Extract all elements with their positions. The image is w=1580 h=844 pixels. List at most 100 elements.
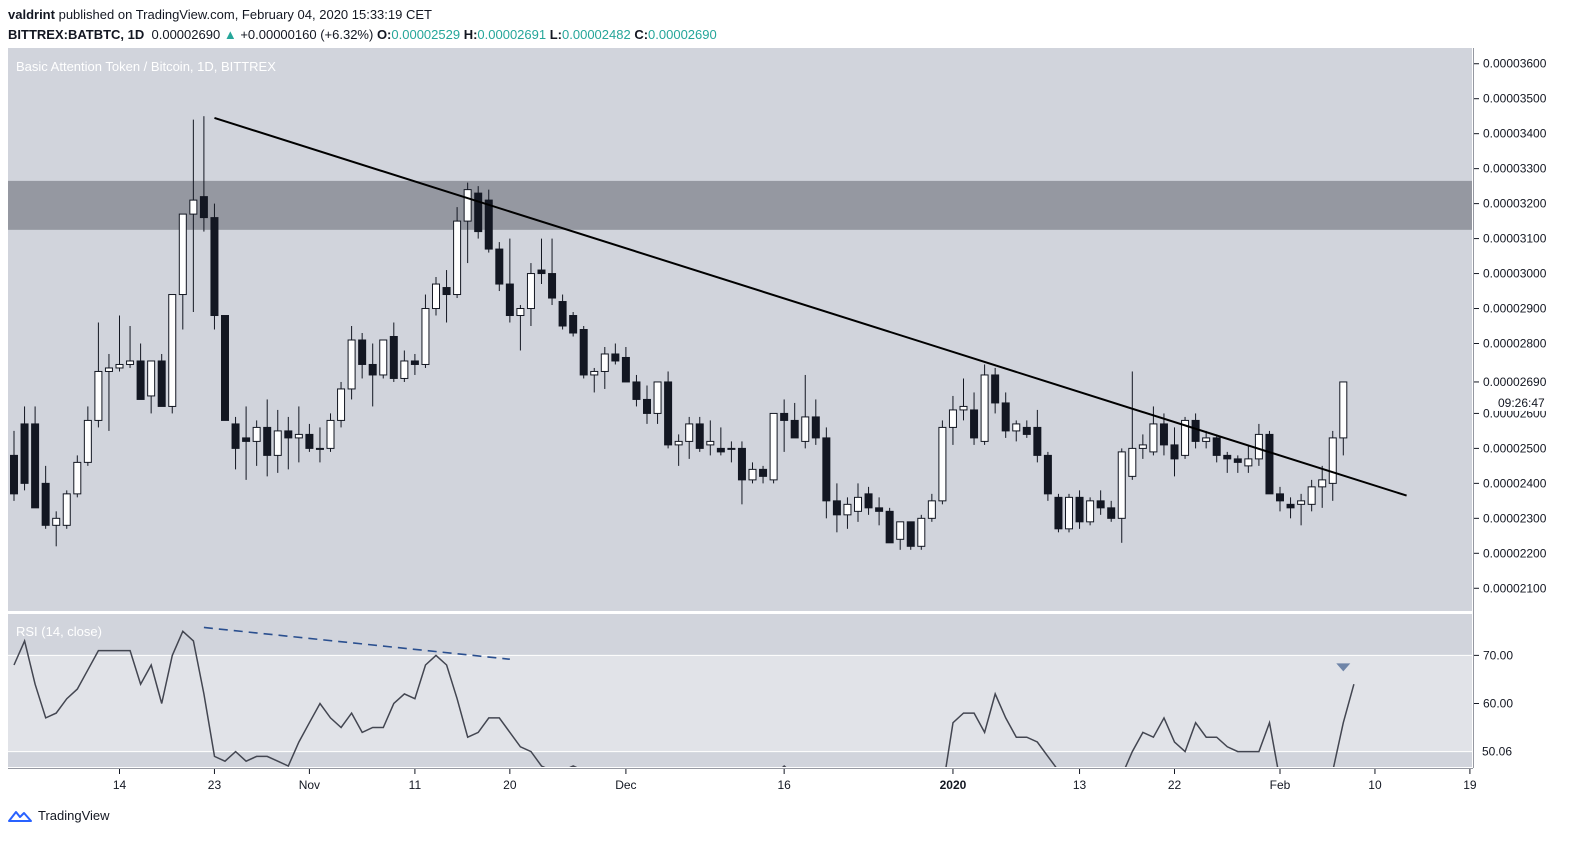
candle xyxy=(906,521,915,550)
candle-body xyxy=(41,482,50,526)
candle-body xyxy=(748,468,757,481)
countdown-label: 09:26:47 xyxy=(1498,396,1545,410)
candle-body xyxy=(1191,419,1200,442)
candle xyxy=(621,346,630,383)
trendline[interactable] xyxy=(214,116,1407,497)
brand-name[interactable]: TradingView xyxy=(38,808,110,823)
candle xyxy=(1339,381,1348,456)
rsi-band xyxy=(8,655,1472,752)
time-tick-label: 19 xyxy=(1463,778,1477,792)
candle-body xyxy=(832,500,841,516)
candle-body xyxy=(759,468,768,477)
price-tick-label: 0.00003300 xyxy=(1483,162,1547,176)
candle-body xyxy=(906,521,915,547)
candle xyxy=(716,427,725,456)
candle-body xyxy=(1086,500,1095,523)
open-label: O: xyxy=(376,27,392,42)
candle xyxy=(706,420,715,456)
candle-body xyxy=(1223,454,1232,460)
candle xyxy=(938,420,947,505)
candle xyxy=(326,413,335,452)
candle-body xyxy=(632,381,641,400)
candle xyxy=(1159,413,1168,456)
rsi-signal-marker xyxy=(1336,663,1351,672)
candle xyxy=(1170,427,1179,477)
time-tick-label: 13 xyxy=(1073,778,1087,792)
candle xyxy=(400,350,409,382)
candle xyxy=(569,312,578,337)
time-tick-label: 22 xyxy=(1168,778,1182,792)
rsi-axis[interactable]: 70.00 60.00 xyxy=(1474,648,1513,710)
candle xyxy=(410,353,419,375)
rsi-divergence-line[interactable] xyxy=(203,626,510,661)
candle xyxy=(1012,420,1021,442)
candle-body xyxy=(611,353,620,362)
candle-body xyxy=(843,503,852,516)
candle-body xyxy=(263,426,272,456)
close-value: 0.00002690 xyxy=(648,27,717,42)
candle xyxy=(83,406,92,466)
rsi-last-marker: 50.06 xyxy=(1476,743,1526,760)
price-tick-label: 0.00002200 xyxy=(1483,546,1547,560)
candle-body xyxy=(315,447,324,450)
rsi-tick-label: 60.00 xyxy=(1483,696,1513,710)
candle-body xyxy=(727,447,736,450)
candle-body xyxy=(1202,437,1211,442)
candle-body xyxy=(368,363,377,376)
candle xyxy=(643,385,651,424)
candle-body xyxy=(442,287,451,296)
candle xyxy=(1065,493,1073,533)
candle-body xyxy=(294,433,303,439)
candle-body xyxy=(864,493,873,509)
publisher-name[interactable]: valdrint xyxy=(8,7,55,22)
candle xyxy=(780,399,789,452)
candle-body xyxy=(189,199,198,215)
candle-body xyxy=(337,388,346,421)
candle xyxy=(41,465,50,529)
candle-body xyxy=(1244,458,1253,467)
candle-body xyxy=(94,370,103,421)
published-text: published on TradingView.com, February 0… xyxy=(58,7,432,22)
candle xyxy=(1001,392,1010,438)
candle xyxy=(442,270,451,323)
price-axis[interactable]: 0.00003600 0.00003500 0.00003400 0.00003300… xyxy=(1474,57,1547,596)
price-tick-label: 0.00002100 xyxy=(1483,581,1547,595)
candle xyxy=(495,242,504,292)
candle xyxy=(1117,448,1126,543)
candle-body xyxy=(410,360,419,365)
price-tick-label: 0.00003100 xyxy=(1483,232,1547,246)
candle-body xyxy=(83,419,92,463)
candle-body xyxy=(400,360,409,379)
candle-body xyxy=(959,405,968,411)
candle xyxy=(1223,451,1232,473)
candle-body xyxy=(948,409,957,428)
candle xyxy=(189,119,198,313)
candle xyxy=(453,207,462,299)
candle xyxy=(273,409,282,473)
low-label: L: xyxy=(549,27,563,42)
candle-body xyxy=(1318,479,1327,488)
candle-body xyxy=(579,329,588,376)
candle xyxy=(790,402,799,439)
candle-body xyxy=(526,273,535,310)
candle-body xyxy=(1107,507,1116,519)
price-tick-label: 0.00003400 xyxy=(1483,127,1547,141)
price-tick-label: 0.00003000 xyxy=(1483,267,1547,281)
candle-body xyxy=(558,301,567,327)
candle-body xyxy=(706,440,715,446)
candle xyxy=(526,263,535,327)
candle xyxy=(1043,451,1052,501)
time-axis[interactable]: 14 23 Nov 11 20 Dec 16 2020 13 22 Feb 10 19 xyxy=(113,769,1477,792)
time-tick-label: 10 xyxy=(1368,778,1382,792)
candle-body xyxy=(811,416,820,439)
candle-body xyxy=(347,339,356,390)
candle xyxy=(843,497,852,529)
candle-body xyxy=(115,363,124,369)
candle xyxy=(1212,434,1221,463)
candle xyxy=(73,455,82,498)
candle xyxy=(927,493,936,522)
candle xyxy=(590,367,599,393)
candle-body xyxy=(505,283,514,317)
candle-body xyxy=(495,248,504,285)
